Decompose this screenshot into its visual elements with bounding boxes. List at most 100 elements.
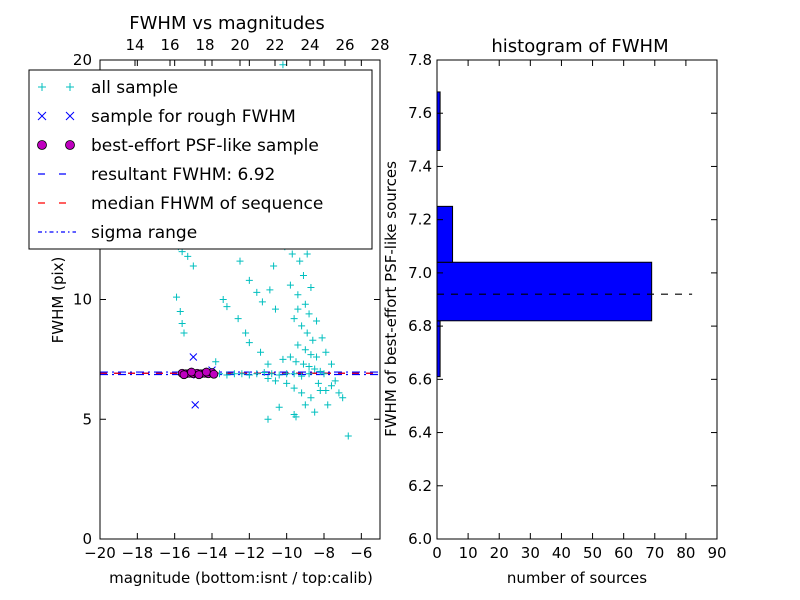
right-plot-frame [436,59,718,540]
all-sample-point [283,370,291,378]
right-chart-title: histogram of FWHM [491,36,668,57]
all-sample-point [314,379,322,387]
all-sample-point [320,370,328,378]
all-sample-point [275,403,283,411]
all-sample-point [299,360,307,368]
all-sample-point [327,382,335,390]
all-sample-point [176,307,184,315]
all-sample-point [313,317,321,325]
all-sample-point [236,257,244,265]
all-sample-point [324,401,332,409]
all-sample-point [335,389,343,397]
all-sample-point [286,281,294,289]
all-sample-point [307,351,315,359]
left-top-x-tick-label: 24 [300,36,319,54]
left-x-tick-label: −20 [84,544,116,562]
all-sample-point [290,370,298,378]
left-top-x-tick-label: 28 [370,36,389,54]
all-sample-point [223,303,231,311]
all-sample-point [299,272,307,280]
right-y-tick-label: 7.8 [408,51,432,69]
all-sample-point [268,370,276,378]
all-sample-point [294,305,302,313]
right-x-tick-label: 60 [614,544,633,562]
all-sample-point [303,250,311,258]
left-y-axis-label: FWHM (pix) [49,257,67,344]
all-sample-point [305,310,313,318]
histogram-bar [436,205,454,263]
left-y-tick-label: 10 [73,291,92,309]
all-sample-point [286,353,294,361]
left-axis-ticks: −20 −18 −16 −14 −12 −10 −8 −6 14 16 18 20 22 24 26 28 0 5… [73,36,390,562]
all-sample-point [290,384,298,392]
psf-sample-point [187,367,196,377]
right-y-tick-label: 6.6 [408,370,432,388]
all-sample-point [301,300,309,308]
legend-marker-x [65,111,75,121]
rough-sample-point [189,353,198,361]
legend-marker-plus [38,83,46,91]
right-x-tick-label: 90 [707,544,726,562]
all-sample-point [316,367,324,375]
all-sample-point [298,389,306,397]
all-sample-point [245,339,253,347]
all-sample-point [344,432,352,440]
all-sample-point [294,291,302,299]
all-sample-point [301,346,309,354]
left-x-tick-label: −18 [122,544,154,562]
legend-label: sigma range [91,223,197,243]
all-sample-point [260,369,268,377]
all-sample-point [264,360,272,368]
all-sample-point [279,61,287,69]
all-sample-point [219,296,227,303]
left-top-x-tick-label: 26 [335,36,354,54]
all-sample-point [245,276,253,284]
legend-marker-circle [37,140,47,150]
right-x-axis-label: number of sources [507,569,647,587]
all-sample-point [257,348,265,356]
right-y-tick-label: 7.6 [408,104,432,122]
right-x-tick-label: 20 [490,544,509,562]
psf-sample-point [179,370,189,380]
all-sample-point [184,252,192,260]
right-axis-ticks: 0 10 20 30 40 50 60 70 80 90 6.0 6.2 6.4 6.6 6.8 7.0 7.2… [408,51,726,562]
psf-sample-point [194,370,204,380]
psf-sample-point [209,369,219,379]
right-x-tick-label: 50 [583,544,602,562]
right-y-tick-label: 6.2 [408,477,432,495]
legend-frame [28,69,373,250]
all-sample-point [322,387,330,395]
right-x-tick-label: 10 [459,544,478,562]
all-sample-point [327,360,335,368]
left-chart-title: FWHM vs magnitudes [129,13,324,34]
all-sample-point [258,298,266,306]
all-sample-point [283,379,291,387]
left-top-x-tick-label: 16 [160,36,179,54]
right-y-tick-label: 7.2 [408,211,432,229]
all-sample-point [223,371,231,379]
left-y-tick-label: 0 [82,530,92,548]
legend: all sample sample for rough FWHM best-effo… [28,69,373,250]
all-sample-point [264,415,272,423]
legend-label: median FHWM of sequence [91,194,323,214]
left-x-axis-label: magnitude (bottom:isnt / top:calib) [109,569,373,587]
all-sample-point [279,355,287,363]
all-sample-point [270,262,278,270]
right-y-tick-label: 6.0 [408,530,432,548]
all-sample-point [298,372,306,380]
all-sample-point [331,377,339,385]
right-y-tick-label: 6.8 [408,317,432,335]
all-sample-point [296,257,304,265]
left-x-tick-label: −12 [234,544,266,562]
all-sample-point [307,394,315,402]
right-panel: histogram of FWHM 0 10 20 30 40 50 60 70 80 90 6.0… [382,36,727,587]
all-sample-point [318,334,326,342]
all-sample-point [230,370,238,378]
all-sample-point [189,262,197,270]
all-sample-point [245,371,253,379]
right-y-tick-label: 7.0 [408,264,432,282]
all-sample-point [322,348,330,356]
left-top-x-tick-label: 14 [125,36,144,54]
all-sample-point [311,408,319,416]
psf-sample-point [201,367,211,377]
